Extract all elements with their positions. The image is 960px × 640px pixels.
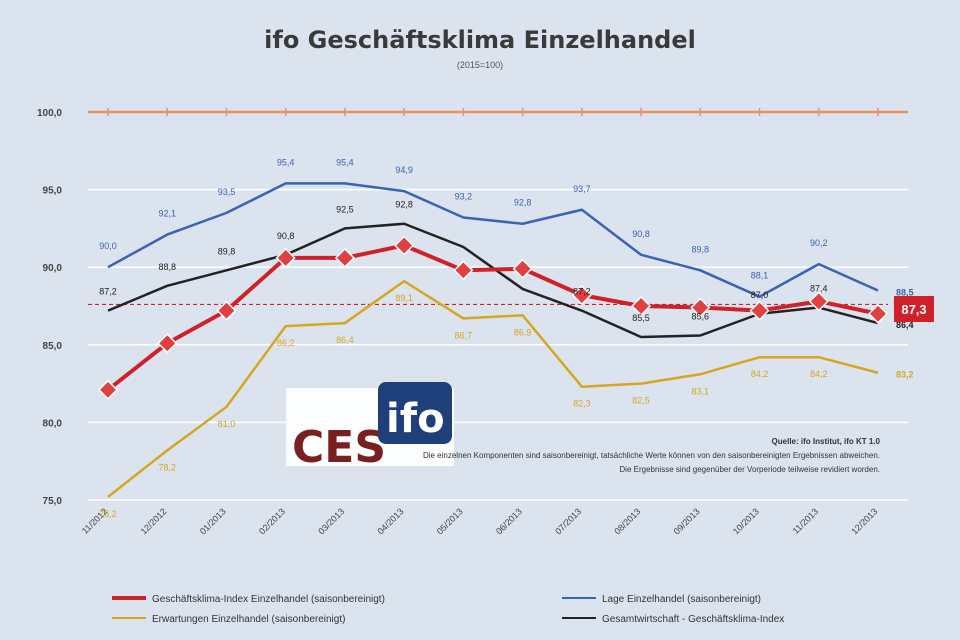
data-label: 90,8: [632, 229, 650, 239]
chart-subtitle: (2015=100): [457, 60, 503, 70]
data-point: [216, 300, 237, 321]
data-label: 87,4: [810, 284, 828, 294]
data-label: 89,8: [692, 244, 710, 254]
data-point: [571, 285, 592, 306]
data-label: 83,1: [692, 386, 710, 396]
x-tick-label: 12/2012: [139, 506, 169, 536]
data-label: 82,5: [632, 396, 650, 406]
data-label: 84,2: [751, 369, 769, 379]
data-label: 93,5: [218, 187, 236, 197]
legend-item-erwartungen: Erwartungen Einzelhandel (saisonbereinig…: [152, 614, 345, 625]
data-label: 95,4: [277, 157, 295, 167]
x-tick-label: 11/2013: [791, 506, 821, 536]
data-label: 86,4: [336, 335, 354, 345]
x-tick-label: 12/2013: [849, 506, 879, 536]
data-label: 95,4: [336, 157, 354, 167]
data-point: [275, 247, 296, 268]
data-point: [394, 235, 415, 256]
data-label: 90,2: [810, 238, 828, 248]
logo-ifo: ifo: [386, 396, 445, 442]
x-tick-label: 07/2013: [553, 506, 583, 536]
data-label: 88,1: [751, 271, 769, 281]
y-tick-label: 95,0: [43, 186, 63, 197]
y-tick-label: 90,0: [43, 263, 63, 274]
data-label: 94,9: [395, 165, 413, 175]
end-value-label: 87,3: [901, 302, 926, 317]
logo-ces: CES: [292, 422, 386, 473]
legend-item-lage: Lage Einzelhandel (saisonbereinigt): [602, 594, 761, 605]
series-line: [107, 279, 879, 498]
y-tick-label: 80,0: [43, 418, 63, 429]
data-point: [157, 333, 178, 354]
data-label: 82,3: [573, 399, 591, 409]
x-tick-label: 03/2013: [316, 506, 346, 536]
end-value-box: 87,3: [894, 296, 934, 322]
series-layer: [97, 182, 889, 498]
x-tick-label: 09/2013: [672, 506, 702, 536]
y-tick-label: 100,0: [37, 108, 62, 119]
legend-item-klima: Geschäftsklima-Index Einzelhandel (saiso…: [152, 594, 385, 605]
series-line: [107, 182, 879, 298]
grid-lines: [88, 108, 908, 501]
x-tick-label: 05/2013: [435, 506, 465, 536]
x-tick-label: 10/2013: [731, 506, 761, 536]
data-label: 75,2: [99, 509, 117, 519]
data-label: 89,8: [218, 246, 236, 256]
data-label: 86,7: [455, 330, 473, 340]
data-label: 90,8: [277, 231, 295, 241]
data-label: 92,8: [395, 200, 413, 210]
data-label: 92,8: [514, 198, 532, 208]
data-label: 93,7: [573, 184, 591, 194]
data-label: 86,4: [896, 320, 914, 330]
y-tick-label: 75,0: [43, 496, 63, 507]
data-point: [453, 260, 474, 281]
data-point: [334, 247, 355, 268]
data-label: 92,1: [158, 209, 176, 219]
chart-title: ifo Geschäftsklima Einzelhandel: [264, 26, 696, 54]
data-label: 90,0: [99, 241, 117, 251]
data-label: 92,5: [336, 204, 354, 214]
data-label: 85,5: [632, 313, 650, 323]
x-tick-label: 06/2013: [494, 506, 524, 536]
x-tick-label: 04/2013: [375, 506, 405, 536]
cesifo-logo: CES ifo: [286, 382, 454, 473]
data-label: 86,2: [277, 338, 295, 348]
data-point: [749, 300, 770, 321]
data-point: [867, 303, 889, 324]
note-1: Die einzelnen Komponenten sind saisonber…: [423, 451, 880, 460]
data-label: 86,9: [514, 327, 532, 337]
x-tick-label: 01/2013: [198, 506, 228, 536]
chart-notes: Quelle: ifo Institut, ifo KT 1.0 Die ein…: [423, 437, 881, 474]
data-labels: 75,2 78,2 81,0 86,2 86,4 89,1 86,7 86,9 82,3 82,5…: [99, 157, 913, 519]
x-axis-ticks: 11/2012 12/2012 01/2013 02/2013 03/2013 04/20…: [80, 506, 880, 536]
legend-item-gesamt: Gesamtwirtschaft - Geschäftsklima-Index: [602, 614, 784, 625]
data-label: 84,2: [810, 369, 828, 379]
data-label: 88,8: [158, 262, 176, 272]
x-tick-label: 02/2013: [257, 506, 287, 536]
y-axis-ticks: 75,0 80,0 85,0 90,0 95,0 100,0: [37, 108, 62, 507]
data-label: 81,0: [218, 419, 236, 429]
data-point: [808, 291, 829, 312]
data-label: 93,2: [455, 192, 473, 202]
data-label: 83,2: [896, 370, 914, 380]
data-point: [631, 295, 652, 317]
series-line: [106, 243, 879, 392]
data-label: 85,6: [692, 311, 710, 321]
data-label: 87,0: [751, 290, 769, 300]
data-point: [690, 297, 711, 318]
data-label: 87,2: [573, 287, 591, 297]
legend: Geschäftsklima-Index Einzelhandel (saiso…: [112, 594, 784, 625]
note-source: Quelle: ifo Institut, ifo KT 1.0: [772, 437, 881, 446]
data-label: 87,2: [99, 287, 117, 297]
data-label: 89,1: [395, 293, 413, 303]
x-tick-label: 08/2013: [612, 506, 642, 536]
data-point: [512, 258, 533, 279]
data-label: 88,5: [896, 287, 914, 297]
data-point: [97, 379, 119, 400]
data-label: 78,2: [158, 462, 176, 472]
y-tick-label: 85,0: [43, 341, 63, 352]
note-2: Die Ergebnisse sind gegenüber der Vorper…: [619, 465, 880, 474]
